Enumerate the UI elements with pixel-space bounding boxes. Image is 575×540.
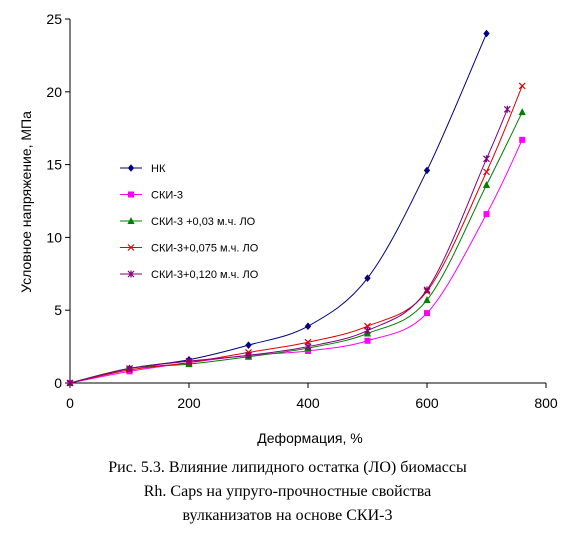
caption-line-3: вулканизатов на основе СКИ-3 [182, 507, 393, 524]
caption-line-1: Рис. 5.3. Влияние липидного остатка (ЛО)… [108, 459, 467, 476]
legend-label: СКИ-3 [151, 190, 183, 202]
chart-series [66, 29, 526, 387]
star-marker [483, 155, 490, 163]
square-marker [364, 337, 371, 344]
chart-legend: НК СКИ-3 СКИ-3 +0,03 м.ч. ЛО СКИ-3+0,075 м.… [120, 163, 259, 281]
x-marker [483, 168, 490, 176]
y-axis-title: Условное напряжение, МПа [18, 111, 34, 293]
x-tick-label: 400 [296, 395, 320, 411]
legend-label: СКИ-3+0,075 м.ч. ЛО [151, 243, 259, 255]
series-line [69, 33, 487, 384]
series-5 [66, 105, 511, 387]
series-1 [66, 29, 490, 387]
x-marker [127, 244, 135, 251]
y-tick-label: 15 [46, 157, 62, 173]
star-marker [364, 327, 371, 335]
diamond-marker [364, 274, 371, 282]
chart-axes [65, 18, 547, 388]
x-tick-label: 200 [177, 395, 201, 411]
triangle-marker [127, 217, 135, 224]
diamond-marker [304, 322, 312, 331]
star-marker [66, 379, 74, 387]
legend-item-3: СКИ-3 +0,03 м.ч. ЛО [120, 216, 256, 228]
star-marker [127, 270, 135, 278]
star-marker [304, 343, 312, 351]
diamond-marker [423, 166, 431, 175]
legend-item-2: СКИ-3 [120, 190, 183, 202]
x-tick-label: 800 [534, 395, 558, 411]
triangle-marker [423, 296, 431, 304]
legend-item-4: СКИ-3+0,075 м.ч. ЛО [120, 243, 259, 255]
y-tick-label: 5 [54, 302, 62, 318]
square-marker [424, 310, 430, 317]
y-tick-label: 0 [54, 375, 62, 391]
triangle-marker [482, 180, 491, 188]
y-tick-label: 20 [46, 84, 62, 100]
legend-item-5: СКИ-3+0,120 м.ч. ЛО [120, 269, 259, 281]
x-tick-label: 600 [415, 395, 439, 411]
series-line [69, 85, 523, 384]
legend-label: СКИ-3+0,120 м.ч. ЛО [151, 269, 259, 281]
star-marker [245, 351, 252, 359]
series-line [69, 139, 523, 384]
star-marker [423, 286, 431, 294]
star-marker [126, 364, 133, 372]
diamond-marker [483, 29, 490, 38]
figure-caption: Рис. 5.3. Влияние липидного остатка (ЛО)… [0, 456, 575, 528]
y-tick-label: 25 [46, 11, 62, 27]
triangle-marker [518, 108, 526, 116]
x-tick-label: 0 [66, 395, 74, 411]
star-marker [503, 105, 511, 113]
series-4 [66, 82, 526, 387]
x-marker [518, 82, 526, 90]
legend-label: НК [151, 163, 166, 175]
legend-item-1: НК [120, 163, 166, 175]
series-line [69, 109, 508, 384]
square-marker [128, 191, 134, 198]
y-tick-labels: 0 5 10 15 20 25 [46, 11, 62, 391]
square-marker [519, 136, 526, 143]
star-marker [185, 357, 193, 365]
diamond-marker [245, 341, 252, 349]
x-tick-labels: 0 200 400 600 800 [66, 395, 558, 411]
diamond-marker [127, 164, 135, 172]
square-marker [483, 211, 490, 218]
legend-label: СКИ-3 +0,03 м.ч. ЛО [151, 216, 256, 228]
y-tick-label: 10 [46, 229, 62, 245]
caption-line-2: Rh. Caps на упруго-прочностные свойства [143, 483, 432, 500]
x-axis-title: Деформация, % [257, 430, 362, 446]
stress-strain-chart: 0 200 400 600 800 0 5 10 15 20 25 НК СКИ-3 СКИ-3 +0… [18, 11, 558, 446]
